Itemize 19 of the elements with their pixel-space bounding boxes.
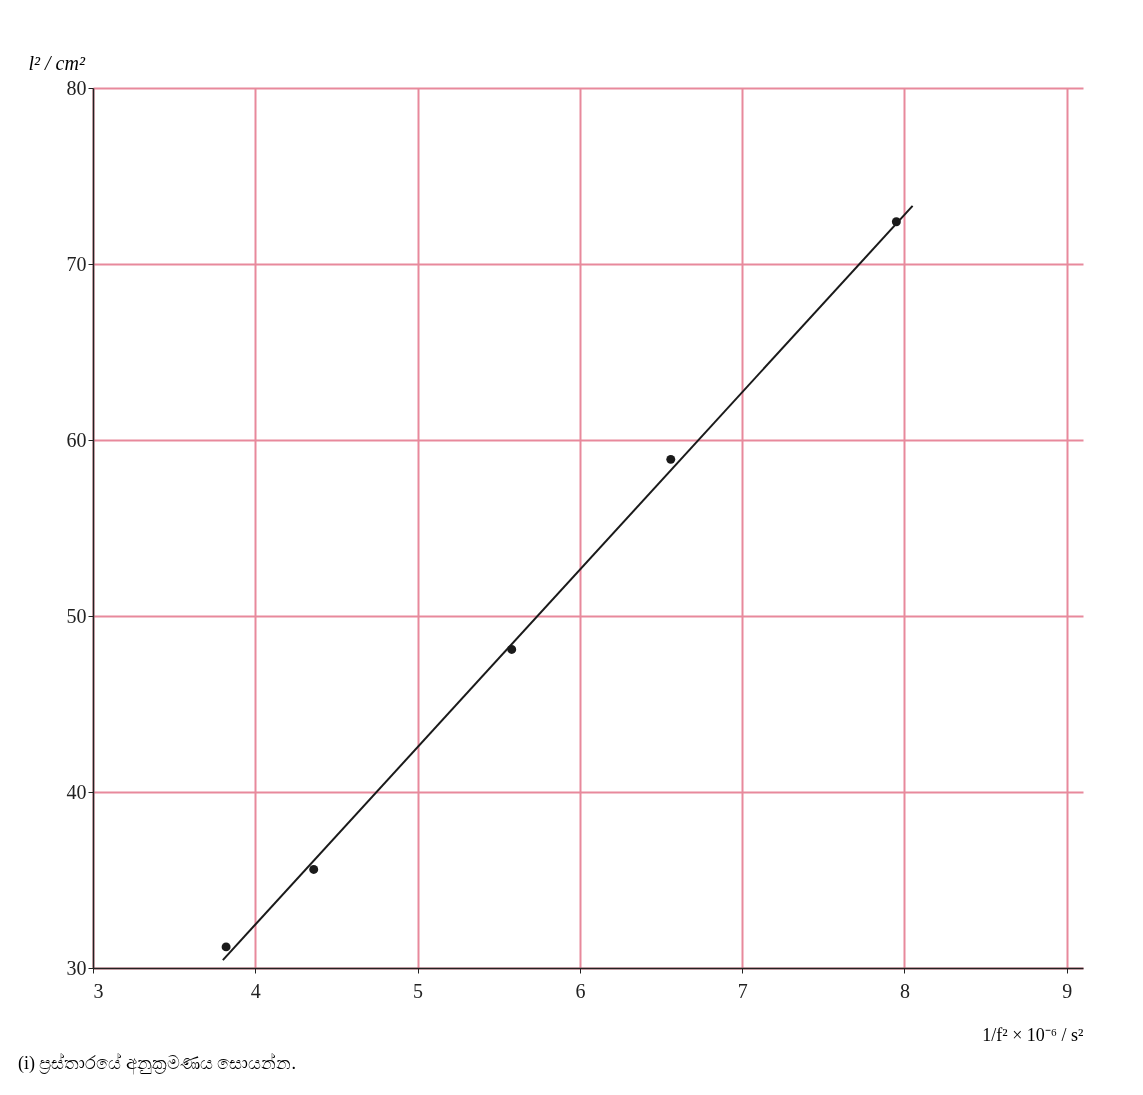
y-tick-label: 50 <box>66 604 87 627</box>
point <box>221 942 231 952</box>
x-axis-title: 1/f² × 10⁻⁶ / s² <box>982 1024 1084 1045</box>
x-tick-label: 3 <box>93 979 104 1002</box>
x-tick-label: 8 <box>899 979 910 1002</box>
y-axis-title: l² / cm² <box>28 51 86 74</box>
y-tick-label: 30 <box>66 956 87 979</box>
y-tick-label: 60 <box>66 428 87 451</box>
x-tick-label: 6 <box>575 979 586 1002</box>
point <box>666 454 676 464</box>
x-tick-label: 4 <box>250 979 261 1002</box>
x-tick-label: 5 <box>413 979 424 1002</box>
y-tick-label: 70 <box>66 252 87 275</box>
x-tick-label: 9 <box>1062 979 1073 1002</box>
x-tick-label: 7 <box>737 979 748 1002</box>
y-tick-label: 80 <box>66 76 87 99</box>
text: (i) ප්‍රස්තාරයේ අනුක්‍රමණය සොයන්න. <box>18 1053 297 1074</box>
point <box>309 864 319 874</box>
y-tick-label: 40 <box>66 780 87 803</box>
